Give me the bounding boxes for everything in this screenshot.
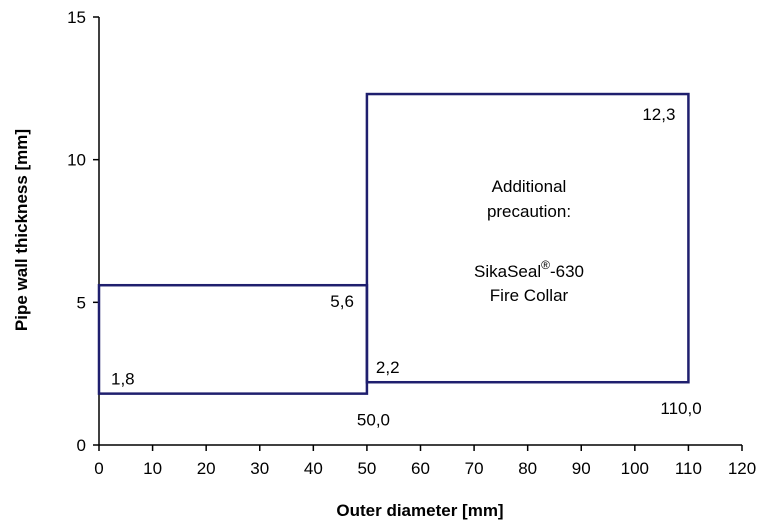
x-tick-label: 50 <box>357 459 376 478</box>
annotation-line-1: Additional <box>492 177 567 196</box>
data-labels: 1,8 5,6 50,0 2,2 12,3 110,0 <box>111 105 702 430</box>
y-tick-label: 15 <box>67 8 86 27</box>
x-tick-label: 10 <box>143 459 162 478</box>
x-tick-label: 120 <box>728 459 756 478</box>
y-tick-label: 0 <box>77 436 86 455</box>
data-label: 2,2 <box>376 358 400 377</box>
data-label: 50,0 <box>357 411 390 430</box>
x-tick-label: 40 <box>304 459 323 478</box>
axes: 0 10 20 30 40 50 60 70 80 90 100 110 120 0 5 10 15 <box>67 8 756 478</box>
x-tick-label: 20 <box>197 459 216 478</box>
annotation-brand: SikaSeal <box>474 262 541 281</box>
y-tick-label: 5 <box>77 293 86 312</box>
data-label: 110,0 <box>660 399 701 418</box>
x-tick-label: 60 <box>411 459 430 478</box>
x-tick-label: 80 <box>518 459 537 478</box>
data-label: 1,8 <box>111 370 135 389</box>
x-tick-label: 0 <box>94 459 103 478</box>
x-axis-title: Outer diameter [mm] <box>336 501 503 520</box>
x-tick-label: 100 <box>621 459 649 478</box>
y-tick-label: 10 <box>67 151 86 170</box>
x-tick-label: 30 <box>250 459 269 478</box>
data-label: 12,3 <box>642 105 675 124</box>
zone-small-pipes <box>97 283 369 395</box>
y-axis-title: Pipe wall thickness [mm] <box>12 129 31 331</box>
annotation-line-2: precaution: <box>487 202 571 221</box>
annotation: Additional precaution: SikaSeal®-630 Fir… <box>474 177 584 305</box>
zone-large-pipes <box>365 92 690 384</box>
regions <box>97 92 690 395</box>
data-label: 5,6 <box>330 292 354 311</box>
x-tick-label: 70 <box>465 459 484 478</box>
annotation-line-3: SikaSeal®-630 <box>474 258 584 281</box>
annotation-line-4: Fire Collar <box>490 286 569 305</box>
x-tick-label: 90 <box>572 459 591 478</box>
annotation-model: -630 <box>550 262 584 281</box>
annotation-registered-mark: ® <box>541 258 550 272</box>
x-tick-label: 110 <box>675 459 702 478</box>
